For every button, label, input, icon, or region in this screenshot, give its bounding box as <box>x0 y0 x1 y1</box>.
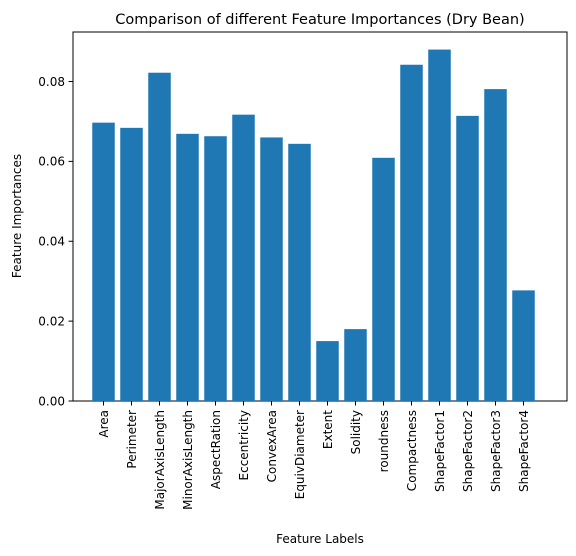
bar-ShapeFactor1 <box>428 49 451 401</box>
bar-ShapeFactor3 <box>484 89 507 402</box>
bar-MajorAxisLength <box>148 72 171 401</box>
x-tick-label: ShapeFactor1 <box>433 410 447 492</box>
x-axis-label: Feature Labels <box>276 532 364 546</box>
bar-Extent <box>316 341 339 401</box>
bar-Eccentricity <box>232 114 255 402</box>
x-tick-label: ShapeFactor3 <box>489 410 503 492</box>
bar-Area <box>92 122 115 402</box>
y-axis-label: Feature Importances <box>10 154 24 278</box>
x-tick-label: Eccentricity <box>237 410 251 480</box>
bars-group <box>92 49 535 402</box>
x-tick-label: EquivDiameter <box>293 410 307 499</box>
x-tick-label: Area <box>97 410 111 438</box>
bar-AspectRation <box>204 136 227 402</box>
x-tick-label: ConvexArea <box>265 410 279 482</box>
x-tick-label: MajorAxisLength <box>153 410 167 510</box>
y-tick-label: 0.00 <box>38 394 65 408</box>
x-tick-label: Solidity <box>349 410 363 454</box>
x-tick-label: AspectRation <box>209 410 223 489</box>
y-tick-label: 0.08 <box>38 75 65 89</box>
bar-ShapeFactor2 <box>456 115 479 402</box>
bar-ConvexArea <box>260 137 283 401</box>
bar-ShapeFactor4 <box>512 290 535 401</box>
x-tick-label: Perimeter <box>125 410 139 469</box>
x-axis: Area Perimeter MajorAxisLength MinorAxisLen… <box>97 401 531 510</box>
bar-Solidity <box>344 329 367 401</box>
y-tick-label: 0.06 <box>38 155 65 169</box>
bar-Compactness <box>400 64 423 401</box>
y-tick-label: 0.02 <box>38 314 65 328</box>
x-tick-label: Compactness <box>405 410 419 491</box>
chart-title: Comparison of different Feature Importan… <box>115 12 524 28</box>
y-axis: 0.00 0.02 0.04 0.06 0.08 <box>38 75 73 408</box>
bar-EquivDiameter <box>288 143 311 401</box>
x-tick-label: roundness <box>377 410 391 472</box>
x-tick-label: ShapeFactor2 <box>461 410 475 492</box>
x-tick-label: Extent <box>321 410 335 449</box>
bar-MinorAxisLength <box>176 133 199 401</box>
y-tick-label: 0.04 <box>38 235 65 249</box>
bar-roundness <box>372 157 395 401</box>
bar-Perimeter <box>120 127 143 401</box>
x-tick-label: ShapeFactor4 <box>517 410 531 492</box>
x-tick-label: MinorAxisLength <box>181 410 195 510</box>
